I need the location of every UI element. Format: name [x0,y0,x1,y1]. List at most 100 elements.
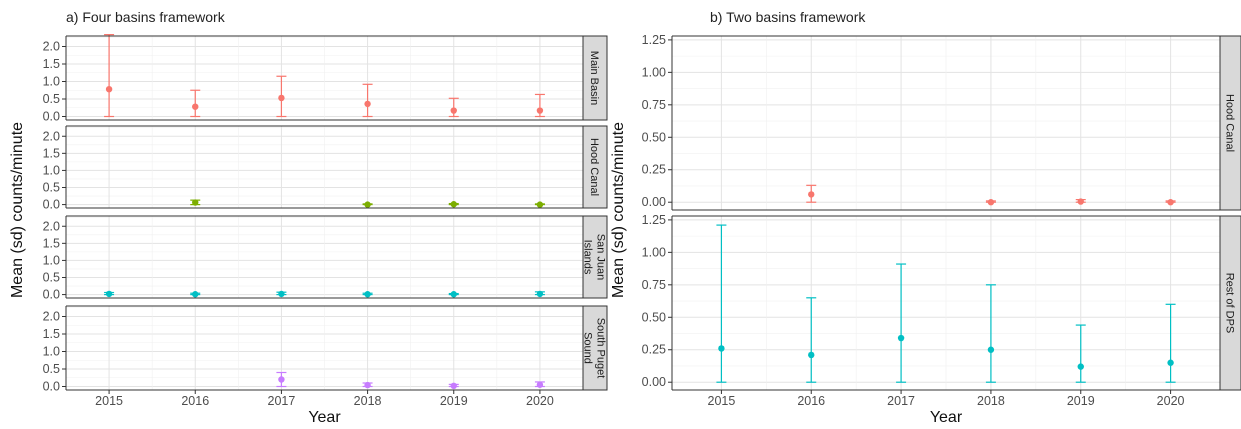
data-point-2016 [808,191,815,198]
facet-rest-of-dps: 0.00 0.25 0.50 0.75 1.00 1.25 Rest of DPS [642,213,1241,391]
x-tick-label: 2018 [977,394,1005,408]
chart-b: b) Two basins framework Mean (sd) counts/… [610,9,1241,426]
y-tick-label: 0.0 [43,110,60,124]
y-tick-label: 2.0 [43,40,60,54]
x-tick-label: 2016 [181,394,209,408]
y-tick-label: 0.0 [43,198,60,212]
data-point-2019 [450,291,457,298]
y-tick-label: 0.5 [43,362,60,376]
x-tick-label: 2015 [708,394,736,408]
y-tick-label: 0.5 [43,181,60,195]
y-axis-label: Mean (sd) counts/minute [610,122,627,298]
x-axis-label: Year [930,409,963,426]
chart-title: a) Four basins framework [66,9,226,25]
x-tick-label: 2017 [887,394,915,408]
facet-strip-line: Rest of DPS [1224,273,1236,334]
y-tick-label: 2.0 [43,219,60,233]
data-point-2018 [987,346,995,353]
x-tick-label: 2019 [1067,394,1095,408]
y-tick-label: 2.0 [43,310,60,324]
data-point-2017 [278,290,285,298]
facet-south-puget-sound: 0.0 0.5 1.0 1.5 2.0 South PugetSound [43,305,608,394]
facet-strip [582,305,608,391]
data-point-2019 [450,107,457,114]
y-tick-label: 1.00 [642,245,666,259]
facet-strip [582,35,608,121]
y-tick-label: 1.5 [43,236,60,250]
data-point-2016 [192,103,199,110]
data-point-2020 [1167,359,1174,366]
facet-strip [1219,35,1241,211]
data-point-2020 [536,290,544,298]
data-point-2018 [364,201,371,208]
y-tick-label: 1.25 [642,33,666,47]
y-tick-label: 0.0 [43,380,60,394]
chart-a: a) Four basins framework Mean (sd) counts… [9,9,608,426]
y-tick-label: 0.5 [43,271,60,285]
data-point-2017 [897,334,905,342]
y-tick-label: 0.50 [642,310,666,324]
facet-strip [582,125,608,209]
data-point-2018 [364,100,371,108]
y-tick-label: 0.25 [642,163,666,177]
facet-strip-label: South PugetSound [582,318,607,379]
y-tick-label: 0.75 [642,98,666,112]
y-tick-label: 1.0 [43,163,60,177]
y-axis-label: Mean (sd) counts/minute [9,122,26,298]
x-tick-label: 2020 [1157,394,1185,408]
y-tick-label: 1.0 [43,75,60,89]
data-point-2015 [718,345,725,352]
y-tick-label: 1.0 [43,253,60,267]
x-axis-label: Year [308,409,341,426]
facet-strip-line: Hood Canal [588,138,600,196]
y-tick-label: 0.25 [642,343,666,357]
y-tick-label: 0.5 [43,92,60,106]
facet-strip [1219,215,1241,391]
data-point-2015 [105,86,113,93]
y-tick-label: 0.75 [642,278,666,292]
facet-main-basin: 0.0 0.5 1.0 1.5 2.0 Main Basin [43,33,608,124]
data-point-2017 [278,94,285,102]
facet-strip-line: Islands [582,240,594,275]
x-tick-label: 2018 [354,394,382,408]
data-point-2016 [192,291,199,298]
facet-strip [582,215,608,299]
facet-strip-line: Main Basin [588,51,600,105]
data-point-2019 [1077,363,1084,370]
data-point-2020 [536,107,544,114]
data-point-2017 [278,376,285,383]
data-point-2020 [1167,199,1174,206]
x-tick-label: 2015 [95,394,123,408]
data-point-2020 [536,381,544,388]
y-tick-label: 1.5 [43,146,60,160]
y-tick-label: 1.5 [43,57,60,71]
facet-san-juan-islands: 0.0 0.5 1.0 1.5 2.0 San JuanIslands [43,215,608,302]
facet-strip-line: Sound [582,332,594,364]
facet-strip-line: Hood Canal [1224,94,1236,152]
facet-strip-label: Hood Canal [588,138,600,196]
data-point-2019 [450,201,457,208]
x-tick-label: 2016 [797,394,825,408]
y-tick-label: 0.0 [43,288,60,302]
y-tick-label: 2.0 [43,129,60,143]
y-tick-label: 0.00 [642,375,666,389]
facet-hood-canal: 0.0 0.5 1.0 1.5 2.0 Hood Canal [43,125,608,212]
data-point-2016 [192,199,199,206]
facet-strip-line: South Puget [595,318,607,379]
data-point-2016 [808,351,815,359]
y-tick-label: 1.25 [642,213,666,227]
x-tick-label: 2019 [440,394,468,408]
facet-strip-line: San Juan [595,234,607,280]
x-tick-label: 2017 [268,394,296,408]
y-tick-label: 1.0 [43,345,60,359]
data-point-2018 [987,199,995,206]
y-tick-label: 1.5 [43,327,60,341]
y-tick-label: 0.50 [642,130,666,144]
chart-title: b) Two basins framework [710,9,866,25]
data-point-2018 [364,381,371,389]
facet-hood-canal: 0.00 0.25 0.50 0.75 1.00 1.25 Hood Canal [642,33,1241,211]
facet-strip-label: Hood Canal [1224,94,1236,152]
facet-strip-label: Rest of DPS [1224,273,1236,334]
data-point-2019 [450,382,457,389]
